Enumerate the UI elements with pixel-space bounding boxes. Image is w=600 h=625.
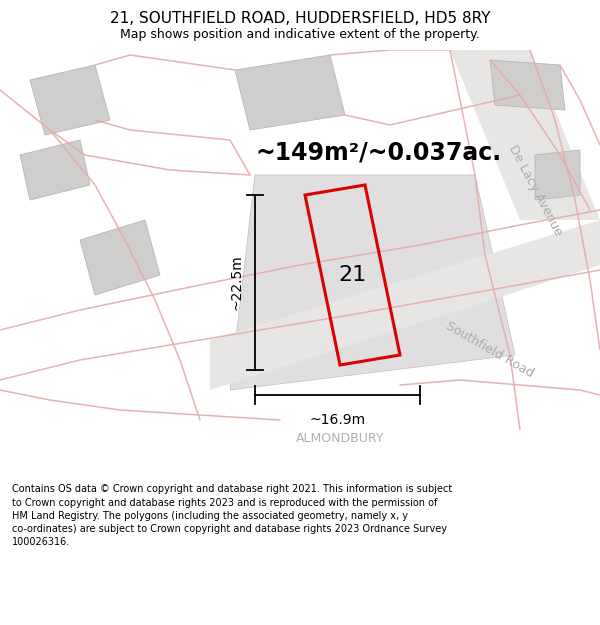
Polygon shape [450, 50, 600, 220]
Polygon shape [535, 150, 580, 200]
Text: Map shows position and indicative extent of the property.: Map shows position and indicative extent… [120, 28, 480, 41]
Polygon shape [210, 220, 600, 390]
Text: ~22.5m: ~22.5m [229, 254, 243, 311]
Text: ALMONDBURY: ALMONDBURY [296, 431, 384, 444]
Polygon shape [230, 175, 515, 390]
Polygon shape [30, 65, 110, 135]
Text: ~149m²/~0.037ac.: ~149m²/~0.037ac. [255, 140, 501, 164]
Polygon shape [80, 220, 160, 295]
Text: De Lacy Avenue: De Lacy Avenue [506, 142, 565, 238]
Text: 21, SOUTHFIELD ROAD, HUDDERSFIELD, HD5 8RY: 21, SOUTHFIELD ROAD, HUDDERSFIELD, HD5 8… [110, 11, 490, 26]
Polygon shape [20, 140, 90, 200]
Polygon shape [235, 55, 345, 130]
Text: ~16.9m: ~16.9m [310, 413, 365, 427]
Text: 21: 21 [338, 265, 367, 285]
Text: Contains OS data © Crown copyright and database right 2021. This information is : Contains OS data © Crown copyright and d… [12, 484, 452, 547]
Text: Southfield Road: Southfield Road [444, 319, 536, 381]
Polygon shape [490, 60, 565, 110]
